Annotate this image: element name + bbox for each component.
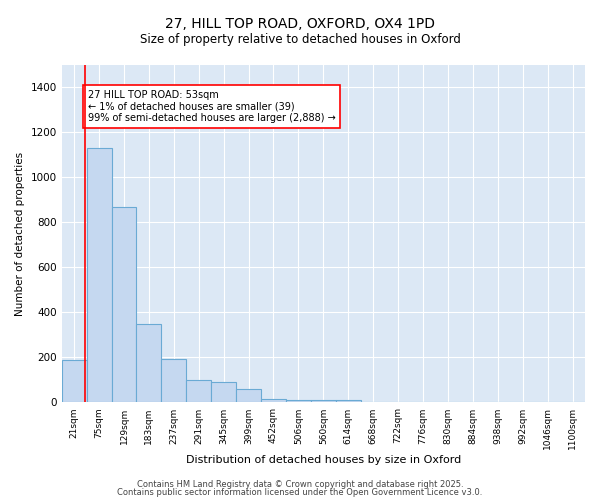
Text: 27 HILL TOP ROAD: 53sqm
← 1% of detached houses are smaller (39)
99% of semi-det: 27 HILL TOP ROAD: 53sqm ← 1% of detached… [88,90,335,123]
Bar [186,380,211,402]
Bar [161,358,186,403]
Bar [211,382,236,402]
Bar [286,400,311,402]
Bar [311,400,336,402]
Bar [136,324,161,402]
Text: 27, HILL TOP ROAD, OXFORD, OX4 1PD: 27, HILL TOP ROAD, OXFORD, OX4 1PD [165,18,435,32]
Bar [86,148,112,403]
Bar [62,360,86,403]
Bar [261,399,286,402]
Text: Contains public sector information licensed under the Open Government Licence v3: Contains public sector information licen… [118,488,482,497]
Y-axis label: Number of detached properties: Number of detached properties [15,152,25,316]
Bar [236,389,261,402]
Text: Contains HM Land Registry data © Crown copyright and database right 2025.: Contains HM Land Registry data © Crown c… [137,480,463,489]
Bar [112,206,136,402]
Text: Size of property relative to detached houses in Oxford: Size of property relative to detached ho… [140,32,460,46]
X-axis label: Distribution of detached houses by size in Oxford: Distribution of detached houses by size … [186,455,461,465]
Bar [336,400,361,402]
